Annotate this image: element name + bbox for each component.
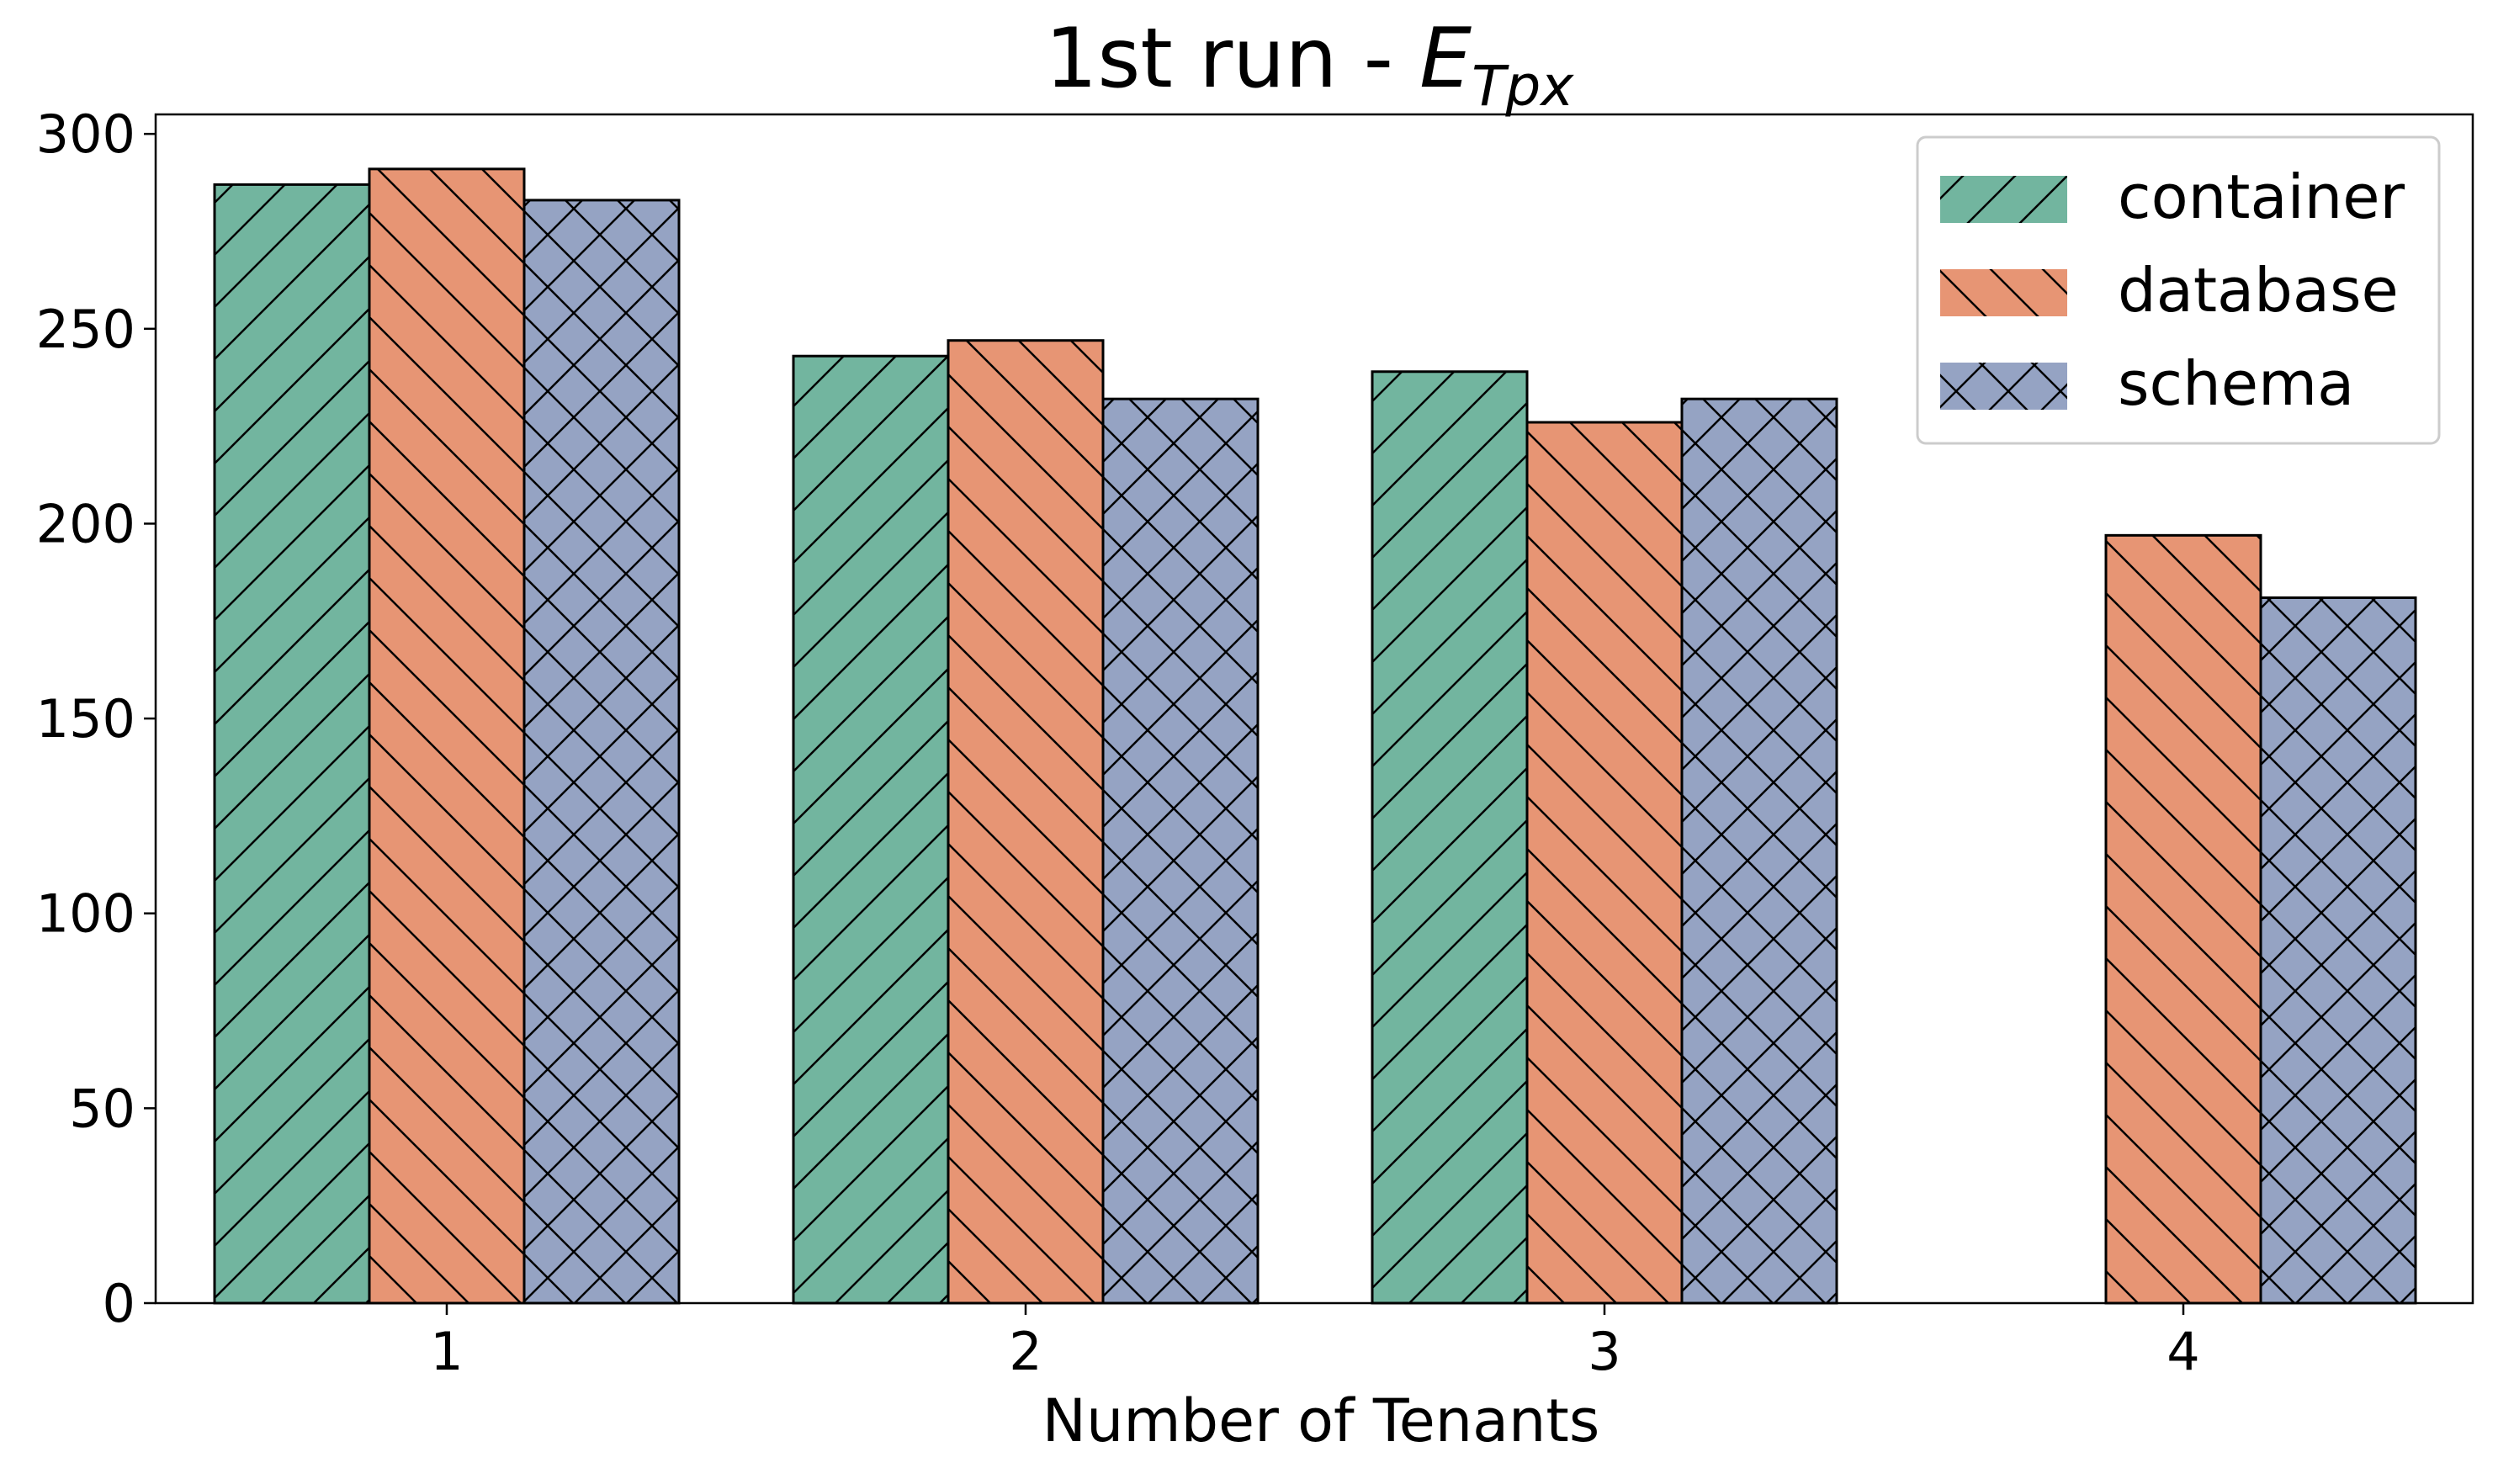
- bar-database-1: [368, 167, 526, 1305]
- legend-item-container: container: [1940, 162, 2405, 232]
- y-tick-label: 0: [103, 1273, 135, 1334]
- legend-label: schema: [2118, 348, 2354, 419]
- chart-title: 1st run - ETpx: [1045, 11, 1574, 119]
- x-tick-label: 3: [1588, 1321, 1620, 1382]
- legend: container database schema: [1916, 135, 2441, 445]
- bar-container-2: [792, 354, 950, 1305]
- bar-schema-4: [2259, 596, 2417, 1305]
- x-tick-label: 1: [430, 1321, 463, 1382]
- x-axis-label: Number of Tenants: [1042, 1386, 1600, 1455]
- plot-frame: [154, 113, 2474, 1305]
- bar-database-3: [1525, 421, 1684, 1305]
- bar-schema-2: [1101, 397, 1260, 1305]
- chart-title-math: E: [1419, 11, 1472, 107]
- y-tick-label: 50: [69, 1078, 135, 1139]
- axes-group: 0 50 100 150 200 250 300 1 2 3 4: [36, 103, 2474, 1382]
- x-tick-label: 2: [1009, 1321, 1042, 1382]
- bars-group: [213, 167, 2417, 1305]
- bar-database-4: [2104, 533, 2262, 1305]
- legend-label: container: [2118, 162, 2405, 232]
- y-tick-label: 250: [36, 299, 135, 360]
- bar-schema-1: [522, 199, 681, 1305]
- bar-database-2: [947, 339, 1105, 1305]
- y-tick-label: 150: [36, 688, 135, 750]
- legend-item-database: database: [1940, 255, 2399, 326]
- legend-item-schema: schema: [1940, 348, 2354, 419]
- bar-container-1: [213, 183, 371, 1305]
- legend-label: database: [2118, 255, 2399, 326]
- x-tick-label: 4: [2167, 1321, 2199, 1382]
- chart-title-subscript: Tpx: [1472, 54, 1574, 119]
- y-tick-label: 200: [36, 493, 135, 554]
- bar-schema-3: [1680, 397, 1838, 1305]
- bar-container-3: [1371, 370, 1529, 1305]
- y-tick-label: 300: [36, 103, 135, 165]
- y-tick-label: 100: [36, 883, 135, 945]
